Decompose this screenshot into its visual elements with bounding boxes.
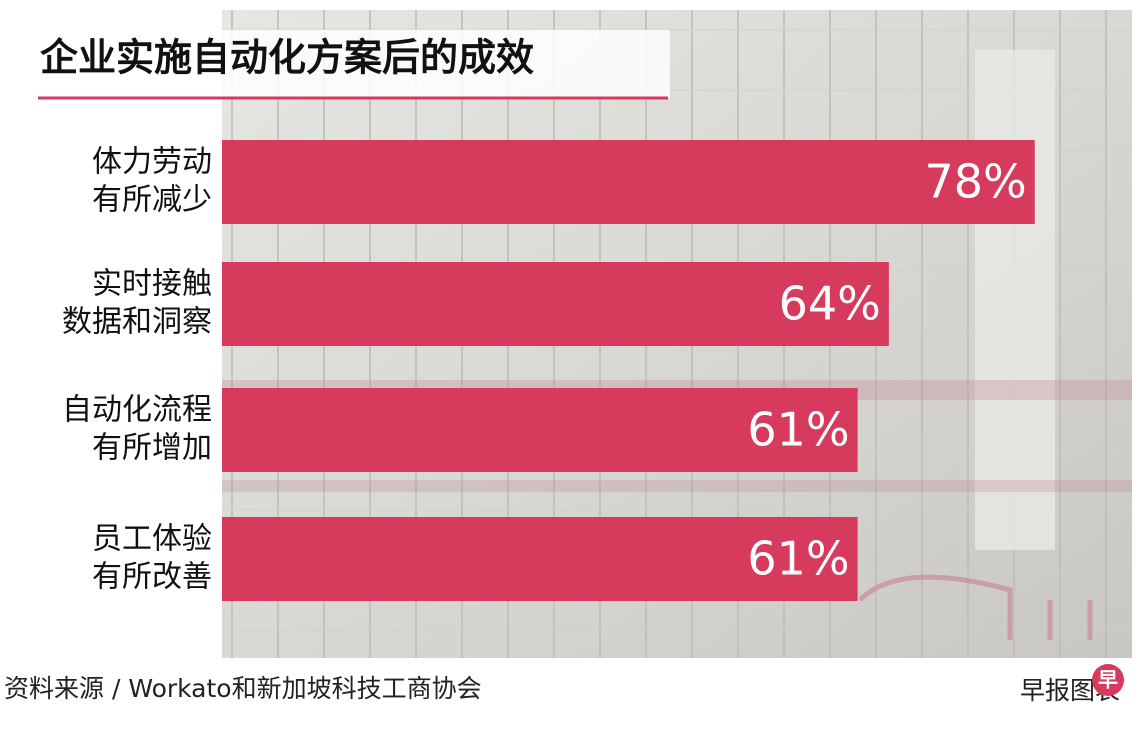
- category-label: 有所改善: [92, 560, 212, 595]
- value-label: 78%: [925, 155, 1027, 209]
- bar: [222, 517, 858, 601]
- category-label: 员工体验: [92, 522, 212, 557]
- logo-badge: [1092, 664, 1124, 696]
- bar: [222, 262, 889, 346]
- category-label: 实时接触: [92, 267, 212, 302]
- value-label: 64%: [779, 277, 881, 331]
- category-label: 体力劳动: [92, 145, 212, 180]
- logo: 早: [1098, 668, 1118, 692]
- category-label: 有所增加: [92, 431, 212, 466]
- value-label: 61%: [747, 403, 849, 457]
- source: 资料来源 / Workato和新加坡科技工商协会: [4, 674, 482, 703]
- value-label: 61%: [747, 532, 849, 586]
- category-label: 自动化流程: [62, 393, 212, 428]
- category-label: 数据和洞察: [62, 305, 212, 340]
- title-backdrop: [30, 30, 670, 98]
- category-label: 有所减少: [92, 183, 212, 218]
- bar: [222, 140, 1035, 224]
- bar: [222, 388, 858, 472]
- chart-title: 企业实施自动化方案后的成效: [40, 36, 534, 80]
